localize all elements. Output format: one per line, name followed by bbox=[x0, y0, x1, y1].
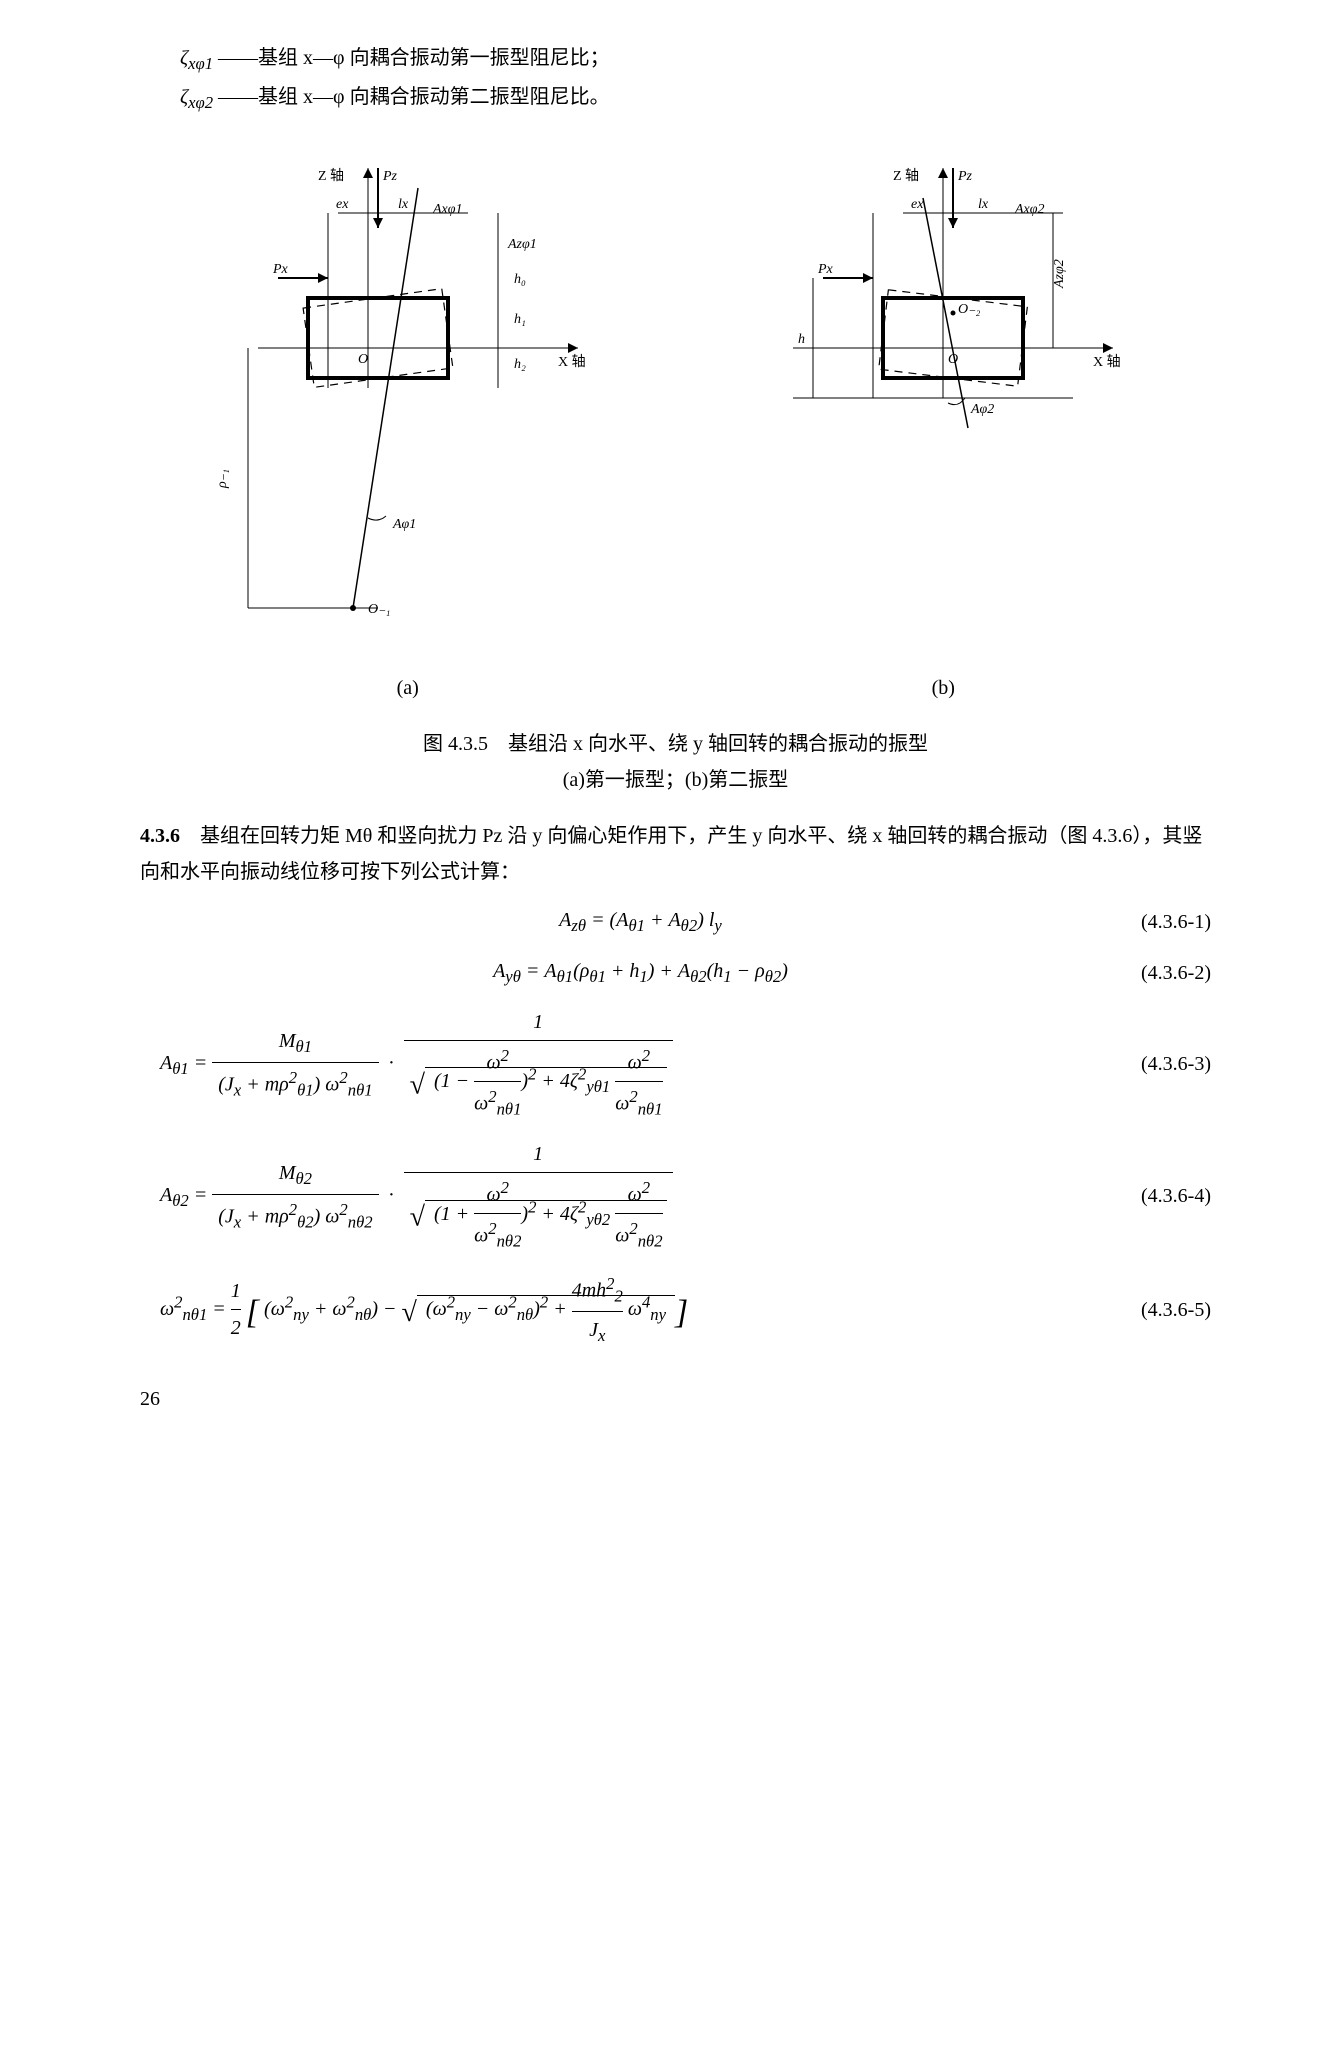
eq-4-3-6-1: Azθ = (Aθ1 + Aθ2) ly (4.3.6-1) bbox=[140, 902, 1211, 941]
label-h2: h₂ bbox=[514, 357, 526, 372]
diagram-a: X 轴 Z 轴 Pz ex lx Axφ1 Px O bbox=[218, 138, 598, 658]
x-axis-label: X 轴 bbox=[558, 354, 586, 370]
section-text: 基组在回转力矩 Mθ 和竖向扰力 Pz 沿 y 向偏心矩作用下，产生 y 向水平… bbox=[140, 825, 1202, 883]
figure-b: X 轴 Z 轴 Pz ex lx Axφ2 Px h bbox=[753, 138, 1133, 706]
z-axis-label: Z 轴 bbox=[318, 168, 344, 184]
label-axphi2: Axφ2 bbox=[1014, 202, 1045, 217]
label-ex-b: ex bbox=[911, 197, 924, 212]
caption-main: 图 4.3.5 基组沿 x 向水平、绕 y 轴回转的耦合振动的振型 bbox=[140, 726, 1211, 762]
eq-4-3-6-5: ω2nθ1 = 1 2 [ (ω2ny + ω2nθ) − √ (ω2ny − … bbox=[140, 1269, 1211, 1352]
label-aphi1: Aφ1 bbox=[392, 517, 416, 532]
eq-4-3-6-3: Aθ1 = Mθ1 (Jx + mρ2θ1) ω2nθ1 · 1 √ (1 − … bbox=[140, 1004, 1211, 1124]
figure-a: X 轴 Z 轴 Pz ex lx Axφ1 Px O bbox=[218, 138, 598, 706]
label-lx-b: lx bbox=[978, 197, 989, 212]
label-rho1: ρ₋₁ bbox=[218, 469, 230, 489]
label-O2: O₋₂ bbox=[958, 302, 981, 317]
figure-a-label: (a) bbox=[218, 670, 598, 706]
symbol-definitions: ζxφ1 ——基组 x—φ 向耦合振动第一振型阻尼比； ζxφ2 ——基组 x—… bbox=[140, 40, 1211, 118]
figure-b-label: (b) bbox=[753, 670, 1133, 706]
label-h: h bbox=[798, 332, 805, 347]
label-px: Px bbox=[272, 262, 289, 277]
label-aphi2: Aφ2 bbox=[970, 402, 994, 417]
eq-num-5: (4.3.6-5) bbox=[1141, 1292, 1211, 1328]
eq-4-3-6-4: Aθ2 = Mθ2 (Jx + mρ2θ2) ω2nθ2 · 1 √ (1 + … bbox=[140, 1136, 1211, 1256]
diagram-b: X 轴 Z 轴 Pz ex lx Axφ2 Px h bbox=[753, 138, 1133, 658]
eq-num-3: (4.3.6-3) bbox=[1141, 1046, 1211, 1082]
section-4-3-6: 4.3.6 基组在回转力矩 Mθ 和竖向扰力 Pz 沿 y 向偏心矩作用下，产生… bbox=[140, 818, 1211, 890]
label-O: O bbox=[358, 352, 368, 367]
label-pz: Pz bbox=[382, 169, 398, 184]
label-px-b: Px bbox=[817, 262, 834, 277]
label-ex: ex bbox=[336, 197, 349, 212]
eq-4-3-6-2: Ayθ = Aθ1(ρθ1 + h1) + Aθ2(h1 − ρθ2) (4.3… bbox=[140, 953, 1211, 992]
figure-row: X 轴 Z 轴 Pz ex lx Axφ1 Px O bbox=[140, 138, 1211, 706]
label-azphi2: Azφ2 bbox=[1052, 259, 1067, 289]
def-zeta1: ζxφ1 ——基组 x—φ 向耦合振动第一振型阻尼比； bbox=[140, 40, 1211, 79]
x-axis-label-b: X 轴 bbox=[1093, 354, 1121, 370]
label-pz-b: Pz bbox=[957, 169, 973, 184]
figure-caption: 图 4.3.5 基组沿 x 向水平、绕 y 轴回转的耦合振动的振型 (a)第一振… bbox=[140, 726, 1211, 798]
section-number: 4.3.6 bbox=[140, 825, 180, 847]
label-lx: lx bbox=[398, 197, 409, 212]
def-zeta2: ζxφ2 ——基组 x—φ 向耦合振动第二振型阻尼比。 bbox=[140, 79, 1211, 118]
label-azphi1: Azφ1 bbox=[507, 237, 537, 252]
eq-num-4: (4.3.6-4) bbox=[1141, 1178, 1211, 1214]
label-axphi1: Axφ1 bbox=[432, 202, 463, 217]
page-number: 26 bbox=[140, 1381, 1211, 1417]
equations-block: Azθ = (Aθ1 + Aθ2) ly (4.3.6-1) Ayθ = Aθ1… bbox=[140, 902, 1211, 1351]
z-axis-label-b: Z 轴 bbox=[893, 168, 919, 184]
eq-num-2: (4.3.6-2) bbox=[1141, 955, 1211, 991]
label-O1: O₋₁ bbox=[368, 602, 390, 617]
caption-sub: (a)第一振型；(b)第二振型 bbox=[140, 762, 1211, 798]
label-h0: h₀ bbox=[514, 272, 526, 287]
eq-num-1: (4.3.6-1) bbox=[1141, 904, 1211, 940]
label-h1: h₁ bbox=[514, 312, 526, 327]
